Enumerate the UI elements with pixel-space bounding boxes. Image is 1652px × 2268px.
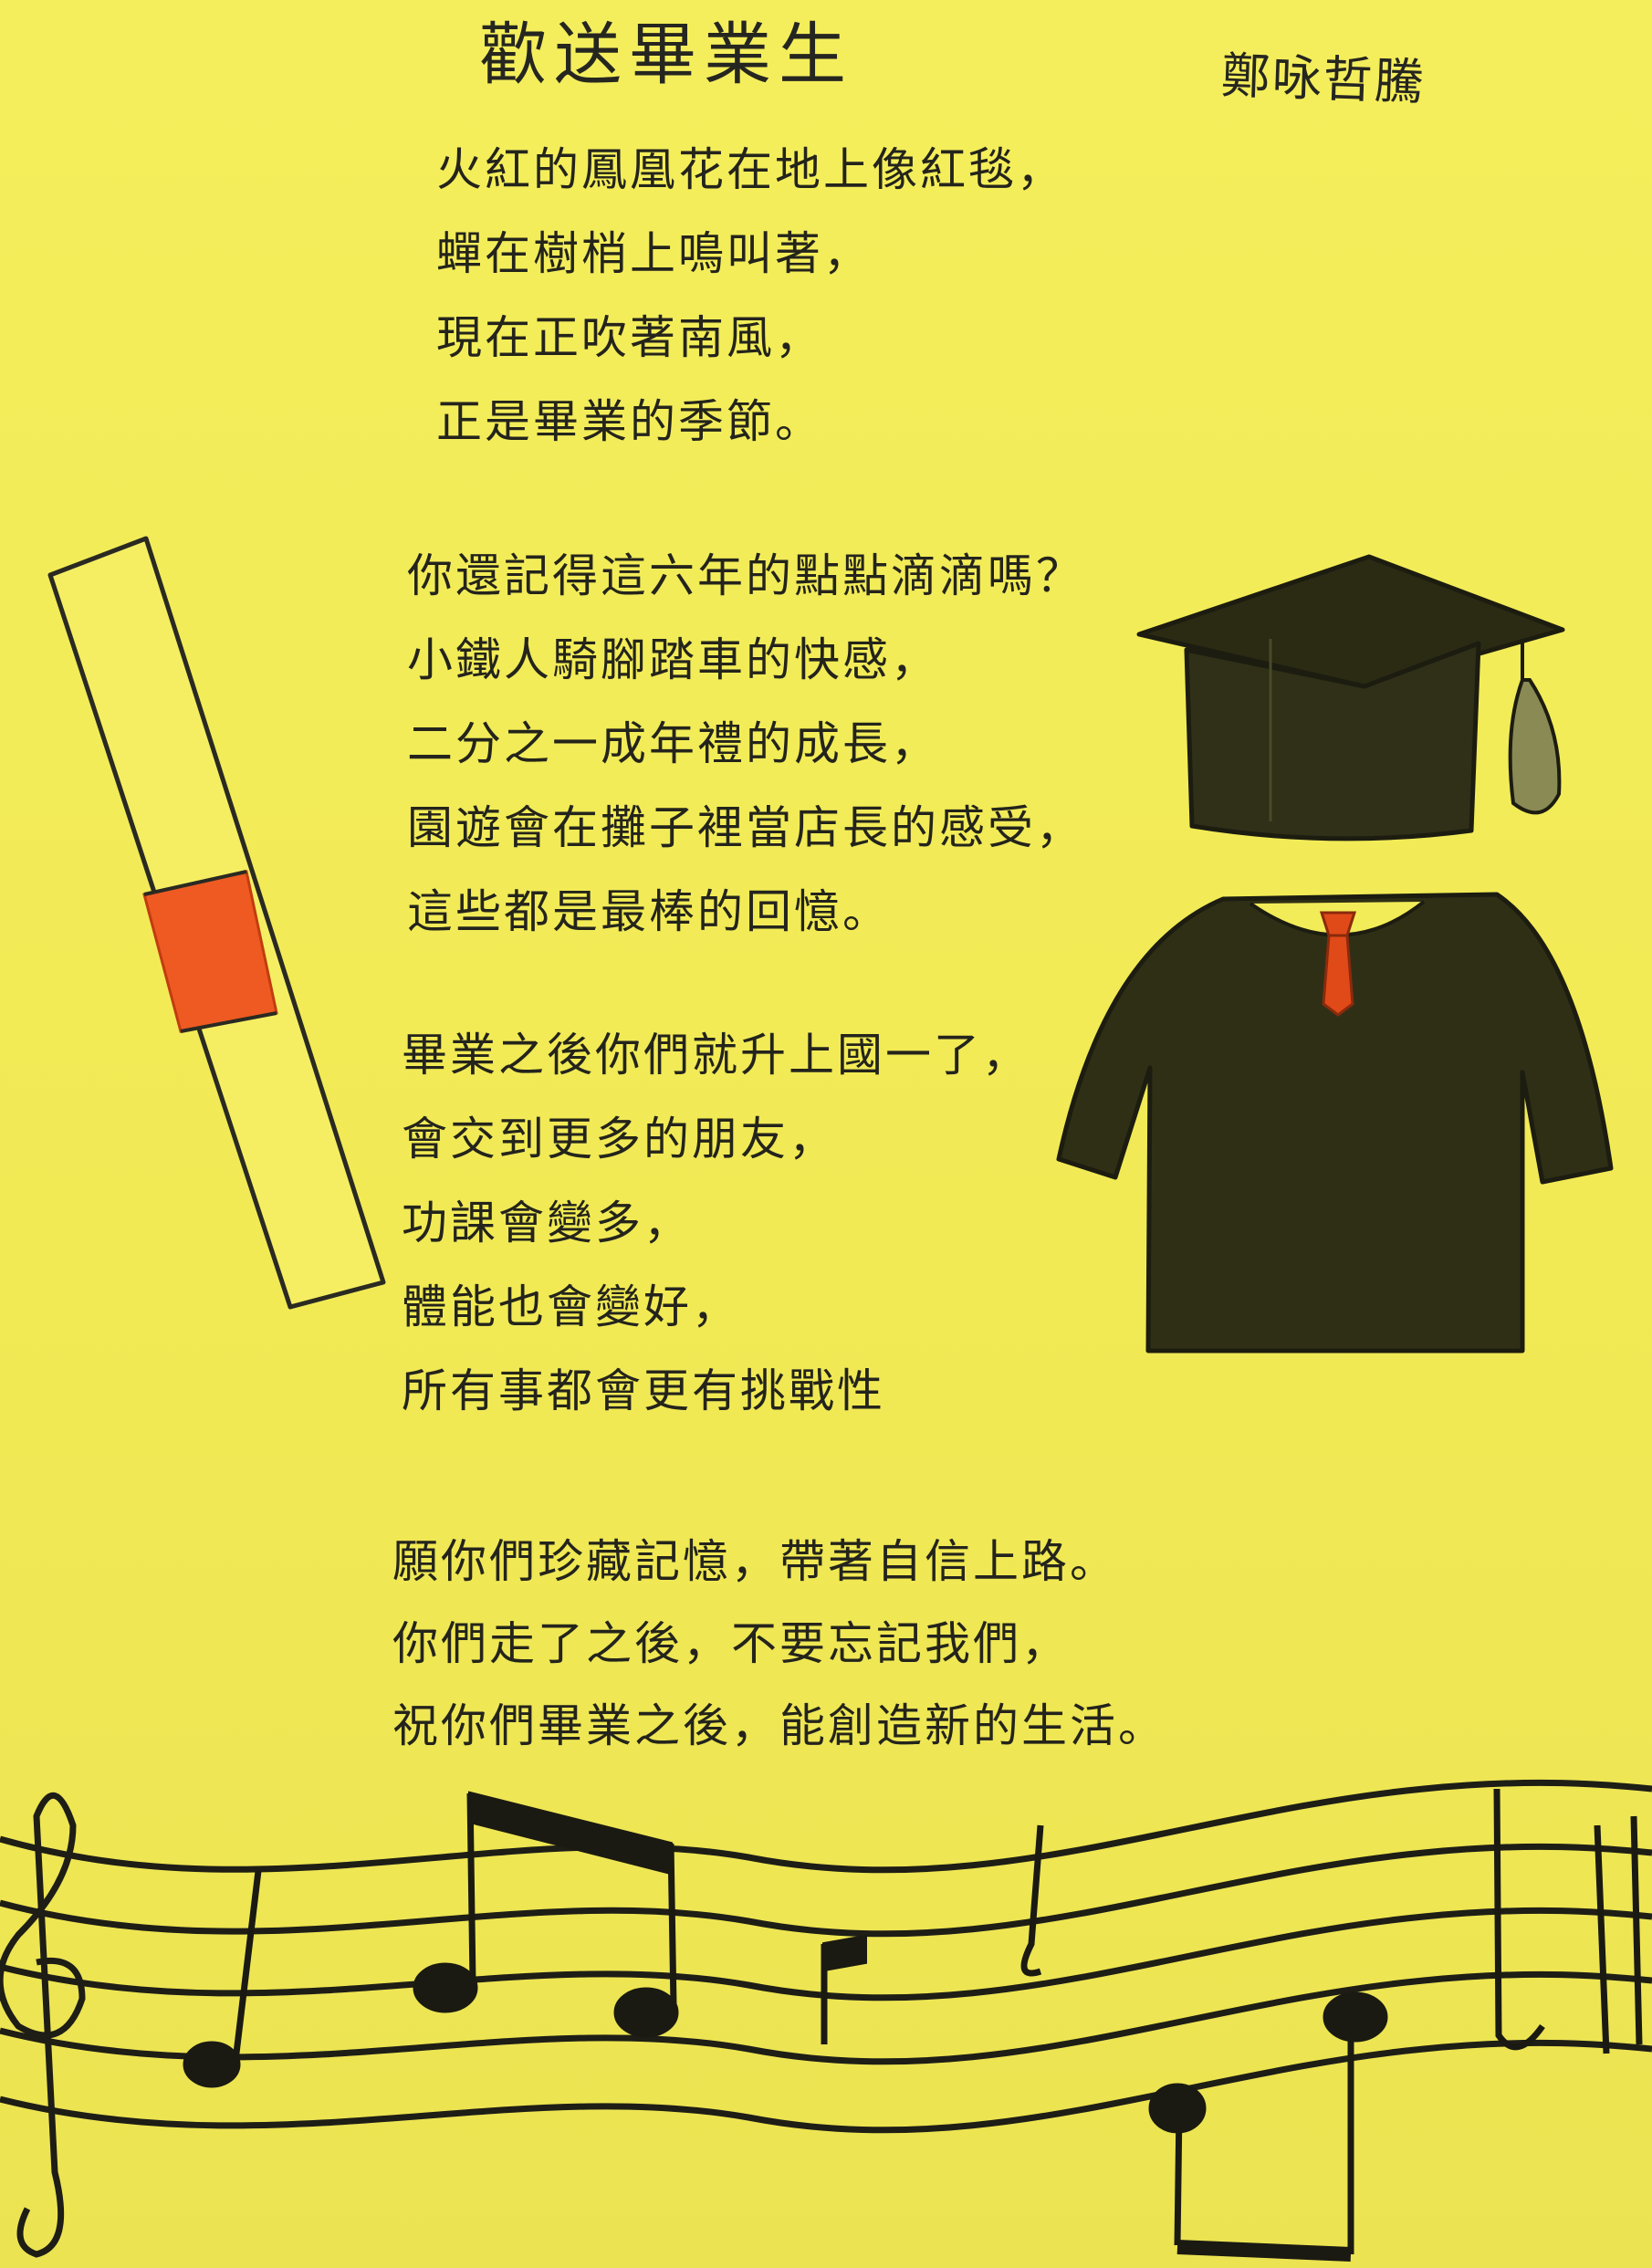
poem-line: 祝你們畢業之後，能創造新的生活。 bbox=[392, 1699, 1166, 1752]
poem-line: 二分之一成年禮的成長， bbox=[407, 717, 939, 770]
poem-line: 你們走了之後，不要忘記我們， bbox=[392, 1617, 1070, 1670]
poem-line: 火紅的鳳凰花在地上像紅毯， bbox=[436, 143, 1065, 196]
poem-title: 歡送畢業生 bbox=[479, 16, 853, 94]
poem-line: 小鐵人騎腳踏車的快感， bbox=[407, 633, 939, 686]
poem-line: 畢業之後你們就升上國一了， bbox=[402, 1029, 1030, 1082]
stanza-2: 你還記得這六年的點點滴滴嗎？ 小鐵人騎腳踏車的快感， 二分之一成年禮的成長， 園… bbox=[407, 534, 1084, 954]
poem-line: 功課會變多， bbox=[402, 1197, 692, 1249]
stanza-4: 願你們珍藏記憶，帶著自信上路。 你們走了之後，不要忘記我們， 祝你們畢業之後，能… bbox=[392, 1520, 1166, 1766]
poem-line: 蟬在樹梢上鳴叫著， bbox=[436, 227, 872, 280]
poem-line: 現在正吹著南風， bbox=[436, 311, 823, 364]
stanza-1: 火紅的鳳凰花在地上像紅毯， 蟬在樹梢上鳴叫著， 現在正吹著南風， 正是畢業的季節… bbox=[436, 128, 1065, 464]
poem-line: 正是畢業的季節。 bbox=[436, 395, 823, 448]
poem-line: 願你們珍藏記憶，帶著自信上路。 bbox=[392, 1535, 1118, 1588]
poem-line: 體能也會變好， bbox=[402, 1280, 740, 1333]
poem-line: 會交到更多的朋友， bbox=[402, 1113, 837, 1165]
poem-author: 鄭咏哲騰 bbox=[1219, 47, 1427, 111]
stanza-3: 畢業之後你們就升上國一了， 會交到更多的朋友， 功課會變多， 體能也會變好， 所… bbox=[402, 1013, 1030, 1433]
poem-line: 所有事都會更有挑戰性 bbox=[402, 1364, 885, 1417]
poem-line: 這些都是最棒的回憶。 bbox=[407, 885, 891, 938]
poem-line: 園遊會在攤子裡當店長的感受， bbox=[407, 801, 1084, 854]
poem-line: 你還記得這六年的點點滴滴嗎？ bbox=[407, 549, 1084, 602]
